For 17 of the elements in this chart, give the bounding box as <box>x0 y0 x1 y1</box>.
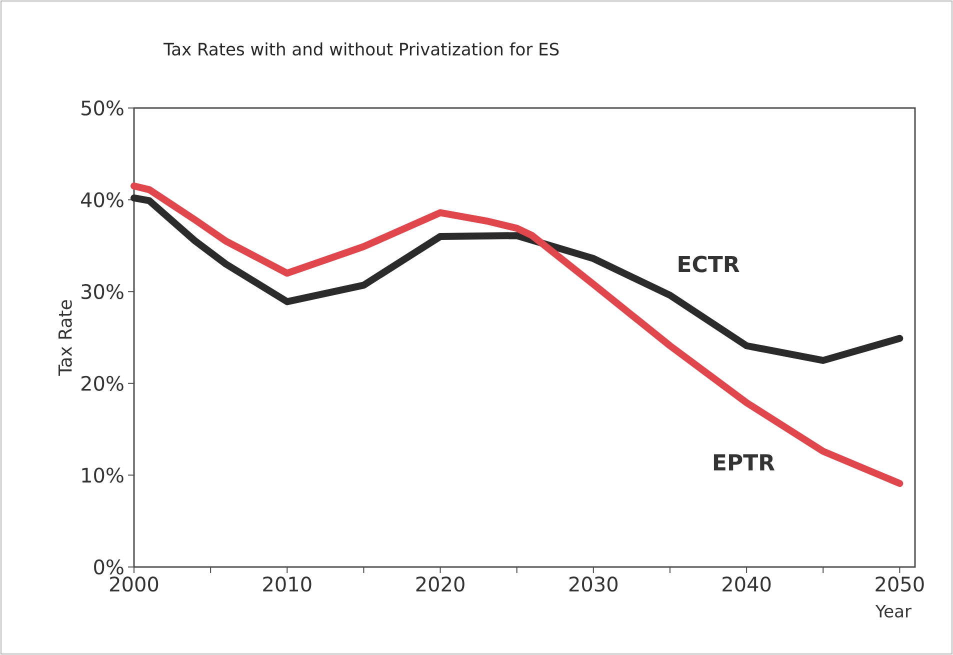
chart-title: Tax Rates with and without Privatization for ES <box>163 42 559 56</box>
x-tick-label: 2030 <box>569 576 618 592</box>
y-tick-label: 50% <box>82 100 124 116</box>
series-label: EPTR <box>714 454 775 470</box>
x-tick-label: 2050 <box>876 576 924 592</box>
series-label: ECTR <box>678 256 740 272</box>
y-tick-label: 0% <box>94 559 124 575</box>
x-tick-label: 2040 <box>722 576 771 592</box>
y-tick-label: 40% <box>80 192 124 208</box>
x-tick-label: 2020 <box>416 576 464 592</box>
y-tick-label: 20% <box>81 376 124 391</box>
x-tick-label: 2010 <box>263 576 312 592</box>
y-tick-label: 10% <box>82 468 124 483</box>
y-axis-title: Tax Rate <box>58 300 72 376</box>
x-tick-label: 2000 <box>110 576 158 592</box>
y-tick-label: 30% <box>82 284 124 300</box>
x-axis-title: Year <box>875 604 912 618</box>
